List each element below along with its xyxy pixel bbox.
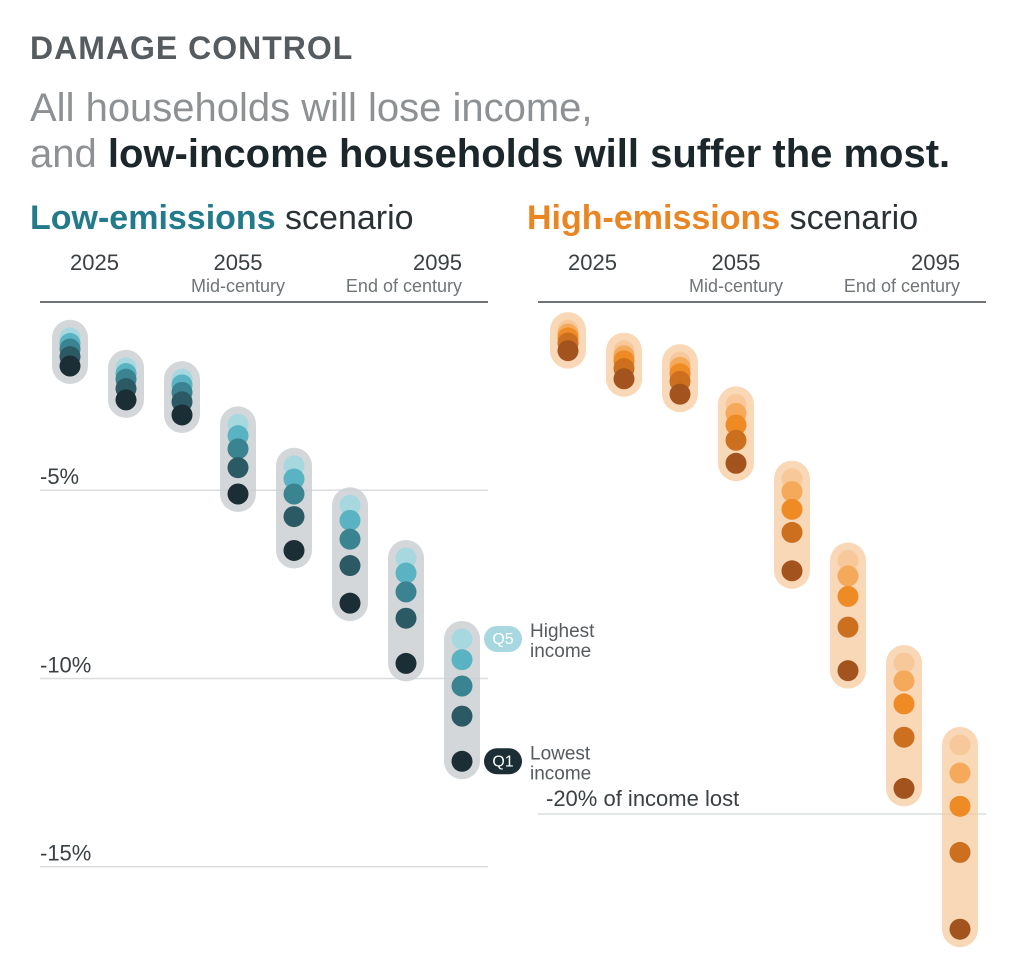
quintile-dot <box>452 706 473 727</box>
chart-low: 2025 2055Mid-century 2095End of century -5%… <box>30 242 498 962</box>
quintile-dot <box>614 368 635 389</box>
quintile-dot <box>950 919 971 940</box>
quintile-dot <box>396 608 417 629</box>
scenario-label-low: Low-emissions scenario <box>30 199 497 238</box>
x-sub-label: Mid-century <box>689 276 783 296</box>
quintile-dot <box>340 555 361 576</box>
legend-badge-text-q5: Q5 <box>492 631 513 648</box>
quintile-dot <box>340 529 361 550</box>
quintile-dot <box>950 763 971 784</box>
quintile-dot <box>950 842 971 863</box>
quintile-dot <box>894 727 915 748</box>
quintile-dot <box>838 660 859 681</box>
chart-low-wrap: 2025 2055Mid-century 2095End of century -5%… <box>30 242 498 962</box>
x-year-label: 2095 <box>911 250 960 275</box>
quintile-dot <box>894 693 915 714</box>
scenario-high-em: High-emissions <box>527 199 780 237</box>
quintile-dot <box>172 404 193 425</box>
quintile-dot <box>950 796 971 817</box>
quintile-dot <box>452 628 473 649</box>
quintile-dot <box>894 670 915 691</box>
scenario-low-em: Low-emissions <box>30 199 276 237</box>
quintile-dot <box>782 560 803 581</box>
quintile-dot <box>838 586 859 607</box>
quintile-dot <box>284 540 305 561</box>
charts-row: 20252055Mid-century2095End of century-5%… <box>30 242 994 962</box>
scenario-labels-row: Low-emissions scenario High-emissions sc… <box>30 199 994 238</box>
quintile-dot <box>558 340 579 361</box>
chart-high-wrap: 2025 2055Mid-century 2095End of century -20… <box>528 242 996 962</box>
quintile-dot <box>838 617 859 638</box>
quintile-dot <box>228 484 249 505</box>
page-subtitle: All households will lose income, and low… <box>30 85 994 177</box>
quintile-dot <box>782 522 803 543</box>
quintile-dot <box>670 384 691 405</box>
y-tick-label: -10% <box>40 652 91 677</box>
quintile-dot <box>452 649 473 670</box>
legend-badge-text-q1: Q1 <box>492 753 513 770</box>
quintile-dot <box>894 652 915 673</box>
quintile-dot <box>340 593 361 614</box>
y-annotation-label: -20% of income lost <box>546 786 739 811</box>
x-year-label: 2055 <box>712 250 761 275</box>
column-pill <box>942 727 978 947</box>
x-year-label: 2055 <box>214 250 263 275</box>
x-sub-label: End of century <box>844 276 960 296</box>
quintile-dot <box>340 510 361 531</box>
quintile-dot <box>452 751 473 772</box>
quintile-dot <box>894 778 915 799</box>
y-tick-label: -15% <box>40 841 91 866</box>
x-sub-label: Mid-century <box>191 276 285 296</box>
quintile-dot <box>782 481 803 502</box>
quintile-dot <box>950 734 971 755</box>
x-sub-label: End of century <box>346 276 462 296</box>
quintile-dot <box>284 506 305 527</box>
quintile-dot <box>228 438 249 459</box>
quintile-dot <box>284 484 305 505</box>
quintile-dot <box>396 581 417 602</box>
quintile-dot <box>838 565 859 586</box>
quintile-dot <box>116 389 137 410</box>
subtitle-text-em: low-income households will suffer the mo… <box>108 132 950 176</box>
quintile-dot <box>396 563 417 584</box>
quintile-dot <box>726 453 747 474</box>
page-title: DAMAGE CONTROL <box>30 30 994 67</box>
quintile-dot <box>452 676 473 697</box>
subtitle-text-plain: All households will lose income, <box>30 86 593 130</box>
x-year-label: 2095 <box>413 250 462 275</box>
y-tick-label: -5% <box>40 464 79 489</box>
subtitle-text-plain-2: and <box>30 132 108 176</box>
x-year-label: 2025 <box>70 250 119 275</box>
quintile-dot <box>396 653 417 674</box>
quintile-dot <box>782 499 803 520</box>
scenario-label-high: High-emissions scenario <box>527 199 994 238</box>
x-year-label: 2025 <box>568 250 617 275</box>
quintile-dot <box>726 430 747 451</box>
scenario-low-rest: scenario <box>276 199 414 237</box>
chart-high: 2025 2055Mid-century 2095End of century -20… <box>528 242 996 962</box>
quintile-dot <box>228 457 249 478</box>
scenario-high-rest: scenario <box>780 199 918 237</box>
quintile-dot <box>60 356 81 377</box>
